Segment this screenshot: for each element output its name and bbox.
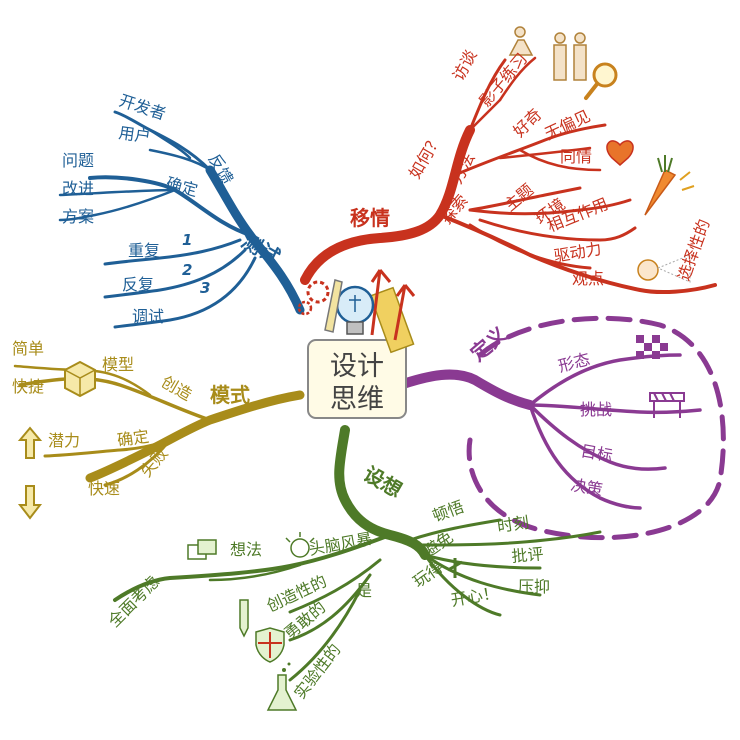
center-title-line2: 思维 <box>330 384 384 415</box>
ideate-trunk <box>334 425 430 560</box>
ideate-is: 是 <box>356 581 372 600</box>
define-dashed-loop <box>466 315 726 541</box>
mode-potential: 潜力 <box>48 431 80 450</box>
test-number-3: 3 <box>200 279 210 297</box>
test-number-1: 1 <box>182 231 192 249</box>
carrot-icon <box>644 155 695 216</box>
ideate-moment: 时刻 <box>496 513 530 536</box>
ideate-idea: 想法 <box>230 540 262 559</box>
ideate-comprehensive: 全面考虑 <box>104 572 163 631</box>
people-icon <box>508 26 587 81</box>
empathy-selective: 选择性的 <box>674 217 714 284</box>
cube-icon <box>64 360 96 398</box>
test-confirm: 确定 <box>164 174 200 201</box>
mode-model: 模型 <box>102 355 134 374</box>
empathy-theme: 主题 <box>500 180 537 215</box>
test-solution: 方案 <box>62 207 94 226</box>
lightbulb-icon <box>335 285 375 335</box>
empathy-trunk <box>300 125 475 285</box>
ruler-icon <box>369 286 415 354</box>
empathy-unbiased: 无偏见 <box>542 106 594 144</box>
define-main: 定义 <box>466 322 512 366</box>
empathy-interview: 访谈 <box>449 47 481 84</box>
empathy-curious: 好奇 <box>509 105 545 141</box>
heart-icon <box>606 140 634 166</box>
empathy-labels: 移情 如何？ 访谈 影子练习 方法 好奇 无偏见 同情 探索 主题 环境 相互作… <box>350 47 714 288</box>
define-goal: 目标 <box>579 441 614 465</box>
ideate-play: 玩得 <box>409 557 446 591</box>
test-improve: 改进 <box>62 179 94 198</box>
bookmark-icon <box>447 558 463 578</box>
empathy-explore: 探索 <box>437 191 472 228</box>
define-decision: 决策 <box>569 475 604 499</box>
mode-fast: 快捷 <box>12 377 44 396</box>
test-repeat: 重复 <box>128 241 160 260</box>
empathy-viewpoint: 观点 <box>572 269 604 288</box>
branch-empathy <box>300 56 717 295</box>
ideate-suppress: 压抑 <box>518 577 550 596</box>
arrows-icon <box>370 269 416 341</box>
mode-quick: 快速 <box>88 479 120 498</box>
empathy-main: 移情 <box>350 206 390 230</box>
ideate-brainstorm: 头脑风暴 <box>307 529 373 559</box>
empathy-shadow: 影子练习 <box>476 49 532 110</box>
gear-icon <box>297 280 330 316</box>
mode-confirm: 确定 <box>116 427 150 450</box>
mode-main: 模式 <box>210 383 250 407</box>
mode-create: 创造 <box>158 372 195 404</box>
test-number-2: 2 <box>182 261 192 279</box>
test-developer: 开发者 <box>117 91 169 124</box>
define-form: 形态 <box>556 349 592 376</box>
empathy-how: 如何？ <box>405 131 445 182</box>
branch-test <box>58 110 305 329</box>
hurdle-icon <box>649 392 685 418</box>
branch-ideate <box>113 425 602 682</box>
test-debug: 调试 <box>132 307 164 326</box>
empathy-sympathy: 同情 <box>560 147 592 166</box>
arrow-up-icon <box>17 426 43 459</box>
empathy-drive: 驱动力 <box>552 239 603 266</box>
test-iterate: 反复 <box>122 275 154 294</box>
ideate-main: 设想 <box>360 462 407 503</box>
pencil-green-icon <box>239 599 249 638</box>
ideate-criticism: 批评 <box>511 544 545 566</box>
flask-icon <box>266 662 298 711</box>
idea-cards-icon <box>187 539 217 560</box>
ideate-insight: 顿悟 <box>430 497 467 526</box>
pencil-icon <box>324 279 343 333</box>
test-user: 用户 <box>117 123 151 146</box>
test-problem: 问题 <box>62 151 94 170</box>
magnifier-icon <box>584 62 618 100</box>
define-labels: 定义 形态 挑战 目标 决策 <box>466 322 614 500</box>
bulb-sketch-icon <box>285 532 315 558</box>
center-cluster: 设计 思维 <box>297 269 416 419</box>
center-title-line1: 设计 <box>330 351 384 382</box>
test-labels: 测试 反馈 开发者 用户 确定 问题 改进 方案 重复 反复 调试 1 2 3 <box>62 91 284 326</box>
checkered-flag-icon <box>636 335 668 359</box>
arrow-down-icon <box>17 485 43 520</box>
define-challenge: 挑战 <box>580 400 612 419</box>
eye-icon <box>637 254 691 283</box>
shield-icon <box>255 627 285 663</box>
ideate-happy: 开心！ <box>449 583 500 610</box>
mode-simple: 简单 <box>12 339 44 358</box>
center-box <box>307 339 407 419</box>
define-trunk <box>395 369 535 410</box>
